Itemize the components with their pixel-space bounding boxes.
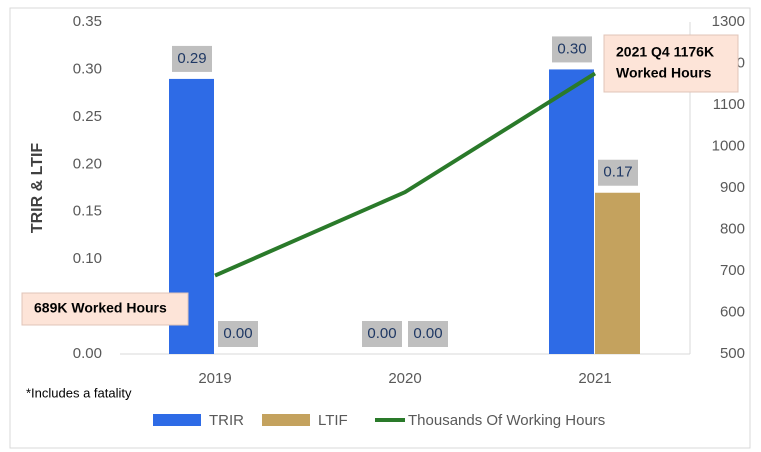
bar xyxy=(549,69,594,354)
legend-label: TRIR xyxy=(209,412,244,429)
x-tick-label: 2019 xyxy=(198,370,231,387)
x-tick-label: 2021 xyxy=(578,370,611,387)
footnote: *Includes a fatality xyxy=(26,385,132,400)
legend-label: Thousands Of Working Hours xyxy=(408,412,605,429)
y2-tick-label: 500 xyxy=(720,345,745,362)
value-label: 0.17 xyxy=(603,164,632,181)
y-tick-label: 0.35 xyxy=(73,13,102,30)
y2-tick-label: 800 xyxy=(720,220,745,237)
legend-swatch xyxy=(153,414,201,426)
value-label: 0.29 xyxy=(177,50,206,67)
y-tick-label: 0.00 xyxy=(73,345,102,362)
y-tick-label: 0.10 xyxy=(73,250,102,267)
y-tick-label: 0.25 xyxy=(73,108,102,125)
y2-tick-label: 700 xyxy=(720,262,745,279)
value-label-box xyxy=(598,159,638,186)
value-label-box xyxy=(172,45,212,72)
value-label-box xyxy=(218,321,258,347)
value-label-box xyxy=(362,321,402,347)
annotation-text: Worked Hours xyxy=(616,65,712,81)
annotation-box xyxy=(603,34,739,93)
y-tick-label: 0.30 xyxy=(73,60,102,77)
annotation-text: 2021 Q4 1176K xyxy=(616,44,714,60)
x-tick-label: 2020 xyxy=(388,370,421,387)
annotation-text: 689K Worked Hours xyxy=(34,300,167,316)
y2-tick-label: 1100 xyxy=(713,96,745,113)
y-tick-label: 0.15 xyxy=(73,203,102,220)
value-label-box xyxy=(408,321,448,347)
value-label: 0.00 xyxy=(367,325,396,342)
y-tick-label: 0.20 xyxy=(73,155,102,172)
value-label: 0.00 xyxy=(413,325,442,342)
y-axis-title: TRIR & LTIF xyxy=(29,143,46,234)
annotation-box xyxy=(21,292,189,326)
legend-label: LTIF xyxy=(318,412,348,429)
y2-tick-label: 1300 xyxy=(712,13,745,30)
line xyxy=(214,71,597,278)
y2-tick-label: 900 xyxy=(720,179,745,196)
y2-tick-label: 1000 xyxy=(712,137,745,154)
value-label: 0.00 xyxy=(223,325,252,342)
value-label-box xyxy=(552,36,592,63)
legend-swatch xyxy=(262,414,310,426)
y2-tick-label: 600 xyxy=(720,303,745,320)
value-label: 0.30 xyxy=(557,40,586,57)
bar xyxy=(595,192,640,354)
